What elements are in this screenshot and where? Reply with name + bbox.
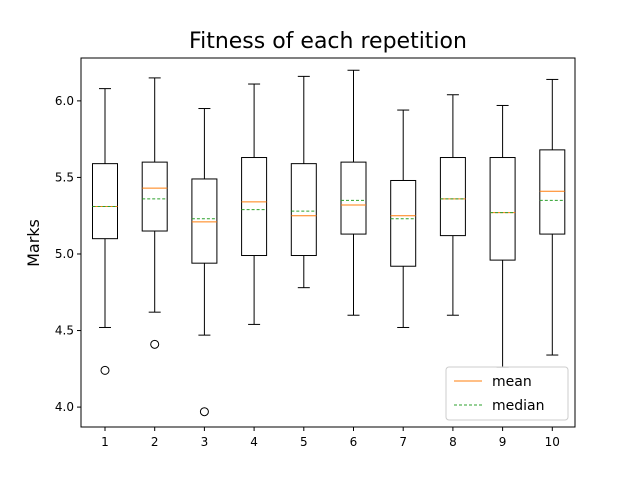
legend-label-median: median: [492, 398, 544, 414]
box-5: [290, 75, 317, 289]
x-tick-label: 7: [399, 435, 407, 449]
y-tick-label: 5.5: [55, 170, 74, 184]
outlier-point: [150, 339, 160, 349]
iqr-box: [290, 163, 317, 257]
axes-frame: [80, 57, 576, 428]
outlier-point: [100, 365, 110, 375]
box-3: [191, 108, 218, 417]
x-tick-label: 4: [250, 435, 258, 449]
y-tick-label: 6.0: [55, 94, 74, 108]
iqr-box: [141, 161, 168, 232]
iqr-box: [92, 163, 118, 240]
y-tick-label: 4.0: [55, 400, 74, 414]
box-2: [141, 77, 168, 349]
box-8: [439, 94, 466, 316]
x-tick-label: 3: [201, 435, 209, 449]
x-tick-label: 5: [300, 435, 308, 449]
y-axis-label: Marks: [24, 219, 43, 267]
legend: mean median: [445, 366, 569, 421]
iqr-box: [241, 157, 268, 257]
iqr-box: [439, 157, 466, 237]
x-tick-label: 1: [101, 435, 109, 449]
x-tick-label: 10: [545, 435, 560, 449]
y-tick-label: 5.0: [55, 247, 74, 261]
box-7: [390, 109, 417, 328]
legend-label-mean: mean: [492, 374, 532, 390]
iqr-box: [539, 149, 566, 235]
y-tick-label: 4.5: [55, 324, 74, 338]
iqr-box: [340, 161, 367, 235]
box-4: [241, 83, 268, 325]
box-10: [539, 78, 566, 356]
x-tick-label: 6: [350, 435, 358, 449]
legend-box: [445, 366, 569, 421]
iqr-box: [191, 178, 218, 264]
plot-area: 1 2 3 4 5 6 7 8 9 10 4.0 4.5 5.0 5.5 6.0: [55, 69, 566, 449]
x-tick-label: 8: [449, 435, 457, 449]
outlier-point: [199, 407, 209, 417]
box-1: [92, 88, 118, 375]
chart-title: Fitness of each repetition: [189, 29, 467, 54]
box-6: [340, 69, 367, 316]
iqr-box: [489, 157, 516, 261]
x-tick-label: 2: [151, 435, 159, 449]
iqr-box: [390, 179, 417, 267]
x-tick-label: 9: [499, 435, 507, 449]
